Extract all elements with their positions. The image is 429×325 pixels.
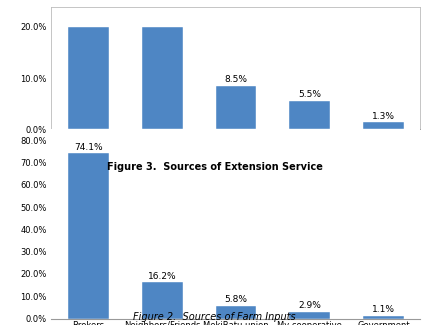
Bar xyxy=(363,316,404,318)
Text: 1.3%: 1.3% xyxy=(372,112,395,121)
Text: 74.1%: 74.1% xyxy=(74,143,103,151)
Text: 5.5%: 5.5% xyxy=(298,90,321,99)
Text: 2.9%: 2.9% xyxy=(298,301,321,310)
Text: 16.2%: 16.2% xyxy=(148,272,177,280)
Bar xyxy=(68,153,109,318)
Text: Figure 3.  Sources of Extension Service: Figure 3. Sources of Extension Service xyxy=(106,162,323,172)
Bar xyxy=(363,123,404,129)
Text: 5.8%: 5.8% xyxy=(224,295,248,304)
Bar xyxy=(216,86,256,129)
Bar xyxy=(142,27,182,129)
Text: 8.5%: 8.5% xyxy=(224,75,248,84)
Text: 1.1%: 1.1% xyxy=(372,305,395,314)
Bar xyxy=(290,101,330,129)
Bar xyxy=(68,27,109,129)
Bar xyxy=(142,282,182,318)
Bar xyxy=(216,306,256,318)
Text: Figure 2.  Sources of Farm Inputs: Figure 2. Sources of Farm Inputs xyxy=(133,312,296,322)
Bar xyxy=(290,312,330,318)
